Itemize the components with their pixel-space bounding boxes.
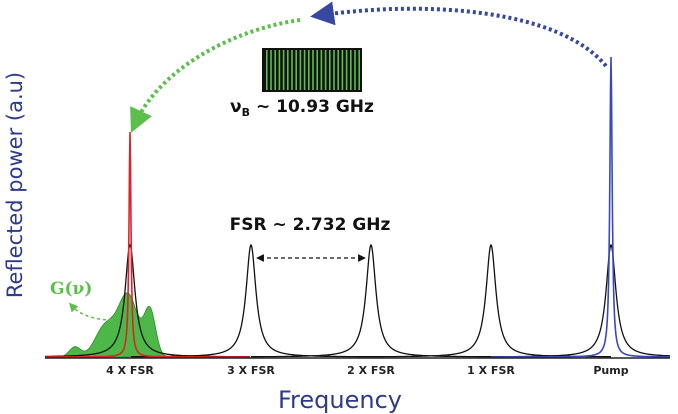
stripe [345,50,348,90]
nu-symbol: ν [230,97,242,117]
spectrum [45,56,671,358]
gain-curve [59,292,192,358]
resonance [371,243,611,358]
stokes-arrow [130,18,301,133]
stripe [320,50,323,90]
pump-arrow [310,1,608,68]
stripe [266,50,268,90]
brillouin-label: νB ~ 10.93 GHz [230,97,374,119]
stripe [274,50,276,90]
stripe [312,50,314,90]
fsr-label: FSR ~ 2.732 GHz [230,215,391,235]
gain-label: G(ν) [50,279,92,299]
peak-label: 4 X FSR [106,364,154,377]
stripe [278,50,281,90]
resonance [131,243,371,358]
stripe [324,50,327,90]
stripe [337,50,339,90]
stripe [350,50,352,90]
x-axis-label: Frequency [278,386,402,414]
grating-icon [262,48,362,92]
stripe [308,50,310,90]
peak-label: 3 X FSR [227,364,275,377]
pump-line [491,56,670,358]
peak-label: Pump [593,364,628,377]
stokes-line [45,131,250,358]
stripe [354,50,356,90]
stripe [270,50,272,90]
stripe [295,50,297,90]
stripe [299,50,302,90]
resonance [251,243,491,358]
stripe [358,50,360,90]
stripe [329,50,331,90]
stripe [291,50,293,90]
peak-label: 1 X FSR [467,364,515,377]
subscript: B [242,106,250,119]
stripe [282,50,285,90]
y-axis-label: Reflected power (a.u) [3,72,27,298]
brillouin-value: ~ 10.93 GHz [256,97,374,117]
stripe [287,50,289,90]
stripe [316,50,318,90]
resonance [491,243,671,358]
stripe [333,50,335,90]
stripe [303,50,306,90]
stripe [341,50,344,90]
gain-arrow [69,302,113,321]
peak-label: 2 X FSR [347,364,395,377]
